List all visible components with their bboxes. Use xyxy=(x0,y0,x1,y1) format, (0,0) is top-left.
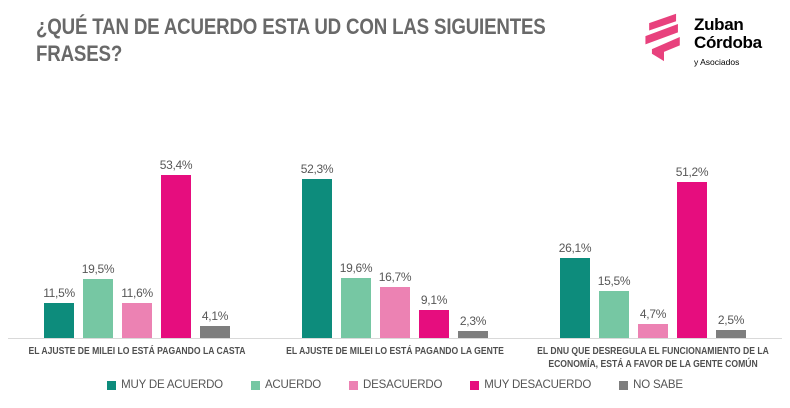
bar-value-label: 9,1% xyxy=(420,293,448,308)
bar-cell: 11,6% xyxy=(121,138,153,338)
bar xyxy=(380,287,410,338)
bar xyxy=(161,175,191,338)
bar-cell: 9,1% xyxy=(419,138,449,338)
logo-name-line1: Zuban xyxy=(694,15,744,34)
bar xyxy=(458,331,488,338)
bar-cell: 4,1% xyxy=(200,138,230,338)
bar-cell: 53,4% xyxy=(159,138,193,338)
bar-cell: 52,3% xyxy=(300,138,334,338)
bar xyxy=(599,290,629,338)
page-title: ¿QUÉ TAN DE ACUERDO ESTA UD CON LAS SIGU… xyxy=(36,13,546,67)
category-label: EL AJUSTE DE MILEI LO ESTÁ PAGANDO LA GE… xyxy=(286,345,504,357)
bar xyxy=(83,278,113,338)
bar-value-label: 4,1% xyxy=(201,308,229,323)
bar-value-label: 2,5% xyxy=(717,313,745,328)
x-axis-line xyxy=(8,338,782,339)
legend-label: NO SABE xyxy=(633,379,683,391)
legend-label: ACUERDO xyxy=(264,379,322,391)
bar-cell: 26,1% xyxy=(558,138,592,338)
bar xyxy=(716,330,746,338)
legend-label: DESACUERDO xyxy=(363,379,443,391)
legend-swatch xyxy=(349,380,359,390)
bar-group: 52,3% 19,6% 16,7% 9,1% 2,3% EL AJUSTE DE MILE… xyxy=(286,138,504,358)
bar-value-label: 26,1% xyxy=(558,241,592,256)
bar-value-label: 19,6% xyxy=(339,261,373,276)
legend-swatch xyxy=(107,380,117,390)
chart-legend: MUY DE ACUERDO ACUERDO DESACUERDO MUY DESAC… xyxy=(0,379,790,391)
bar-cell: 4,7% xyxy=(638,138,668,338)
bar-cell: 16,7% xyxy=(378,138,412,338)
bar-chart: 11,5% 19,5% 11,6% 53,4% 4,1% EL AJUSTE DE MIL… xyxy=(28,138,769,370)
page-title-line2: FRASES? xyxy=(36,41,123,66)
bar xyxy=(44,302,74,338)
category-label: EL AJUSTE DE MILEI LO ESTÁ PAGANDO LA CA… xyxy=(28,345,246,357)
bar-value-label: 19,5% xyxy=(81,261,115,276)
logo-name-line2: Córdoba xyxy=(694,33,762,52)
bar-group: 26,1% 15,5% 4,7% 51,2% 2,5% EL DNU QUE DESREG… xyxy=(537,138,769,370)
legend-label: MUY DE ACUERDO xyxy=(121,379,223,391)
legend-swatch xyxy=(619,380,629,390)
bar-cell: 2,5% xyxy=(716,138,746,338)
bar-value-label: 51,2% xyxy=(675,164,709,179)
legend-swatch xyxy=(250,380,260,390)
bar xyxy=(638,323,668,338)
bar-cell: 2,3% xyxy=(458,138,488,338)
legend-item: MUY DE ACUERDO xyxy=(107,379,223,391)
category-label: EL DNU QUE DESREGULA EL FUNCIONAMIENTO D… xyxy=(537,345,769,370)
legend-item: MUY DESACUERDO xyxy=(470,379,591,391)
bar-cell: 19,5% xyxy=(81,138,115,338)
logo-chevrons-icon xyxy=(645,13,680,62)
bar xyxy=(341,278,371,338)
bar xyxy=(419,310,449,338)
bar-value-label: 11,6% xyxy=(121,285,153,300)
bar-value-label: 52,3% xyxy=(300,161,334,176)
legend-item: DESACUERDO xyxy=(349,379,442,391)
bar-cell: 19,6% xyxy=(339,138,373,338)
bar-cell: 11,5% xyxy=(43,138,75,338)
legend-item: ACUERDO xyxy=(250,379,322,391)
bar xyxy=(200,325,230,338)
bar-value-label: 2,3% xyxy=(459,314,487,328)
page-title-line1: ¿QUÉ TAN DE ACUERDO ESTA UD CON LAS SIGU… xyxy=(36,14,546,39)
legend-swatch xyxy=(470,380,480,390)
bar-cell: 51,2% xyxy=(675,138,709,338)
bar-value-label: 53,4% xyxy=(159,158,193,173)
bar-value-label: 16,7% xyxy=(378,270,412,285)
bar xyxy=(677,181,707,338)
bar xyxy=(560,258,590,338)
bar-cell: 15,5% xyxy=(597,138,631,338)
bar-value-label: 4,7% xyxy=(639,306,667,321)
logo-tagline: y Asociados xyxy=(694,57,740,67)
bar-value-label: 15,5% xyxy=(597,273,631,288)
bar-value-label: 11,5% xyxy=(43,285,75,300)
zuban-cordoba-logo: Zuban Córdoba y Asociados xyxy=(638,8,762,71)
legend-item: NO SABE xyxy=(619,379,683,391)
bar xyxy=(302,178,332,338)
bar-group: 11,5% 19,5% 11,6% 53,4% 4,1% EL AJUSTE DE MIL… xyxy=(28,138,245,357)
bar xyxy=(122,302,152,338)
logo-text: Zuban Córdoba y Asociados xyxy=(694,8,762,71)
legend-label: MUY DESACUERDO xyxy=(484,379,592,391)
